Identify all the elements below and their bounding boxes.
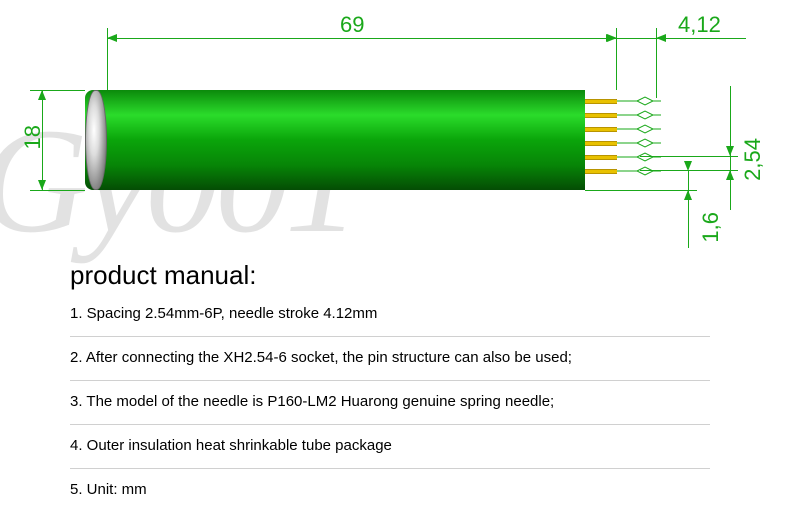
pin-gold-segment — [585, 99, 617, 104]
pin — [585, 140, 657, 146]
manual-list: 1. Spacing 2.54mm-6P, needle stroke 4.12… — [70, 305, 710, 498]
manual-item: 1. Spacing 2.54mm-6P, needle stroke 4.12… — [70, 305, 710, 322]
manual-heading: product manual: — [70, 260, 710, 291]
pin-gold-segment — [585, 113, 617, 118]
pin-tip — [617, 126, 657, 132]
dim-line-tip — [616, 38, 746, 39]
dim-ext-line — [585, 190, 697, 191]
dim-offset-value: 1,6 — [698, 212, 724, 243]
divider — [70, 336, 710, 337]
arrow-icon — [726, 170, 734, 180]
pin — [585, 154, 657, 160]
manual-item: 4. Outer insulation heat shrinkable tube… — [70, 437, 710, 454]
pin — [585, 112, 657, 118]
product-manual: product manual: 1. Spacing 2.54mm-6P, ne… — [70, 260, 710, 512]
manual-item: 5. Unit: mm — [70, 481, 710, 498]
divider — [70, 468, 710, 469]
dim-tip-value: 4,12 — [678, 12, 721, 38]
pin — [585, 126, 657, 132]
dim-pitch-value: 2,54 — [740, 138, 766, 181]
pin-tip — [617, 154, 657, 160]
manual-item: 3. The model of the needle is P160-LM2 H… — [70, 393, 710, 410]
arrow-icon — [684, 190, 692, 200]
pin-gold-segment — [585, 155, 617, 160]
pin-tip — [617, 168, 657, 174]
sleeve-body — [85, 90, 585, 190]
divider — [70, 380, 710, 381]
arrow-icon — [684, 161, 692, 171]
pin-gold-segment — [585, 141, 617, 146]
pin-tip — [617, 140, 657, 146]
pin-tip — [617, 112, 657, 118]
divider — [70, 424, 710, 425]
pin — [585, 98, 657, 104]
pin — [585, 168, 657, 174]
dim-line-offset — [688, 170, 689, 248]
arrow-icon — [656, 34, 666, 42]
pin-gold-segment — [585, 127, 617, 132]
arrow-icon — [107, 34, 117, 42]
arrow-icon — [38, 90, 46, 100]
arrow-icon — [38, 180, 46, 190]
end-cap — [85, 90, 107, 190]
arrow-icon — [607, 34, 617, 42]
dim-length-value: 69 — [340, 12, 364, 38]
pin-tip — [617, 98, 657, 104]
dim-height-value: 18 — [20, 125, 46, 149]
pin-gold-segment — [585, 169, 617, 174]
technical-diagram: 69 4,12 18 2,54 1,6 — [0, 0, 800, 280]
dim-ext-line — [30, 190, 85, 191]
manual-item: 2. After connecting the XH2.54-6 socket,… — [70, 349, 710, 366]
arrow-icon — [726, 146, 734, 156]
dim-line-length — [107, 38, 616, 39]
